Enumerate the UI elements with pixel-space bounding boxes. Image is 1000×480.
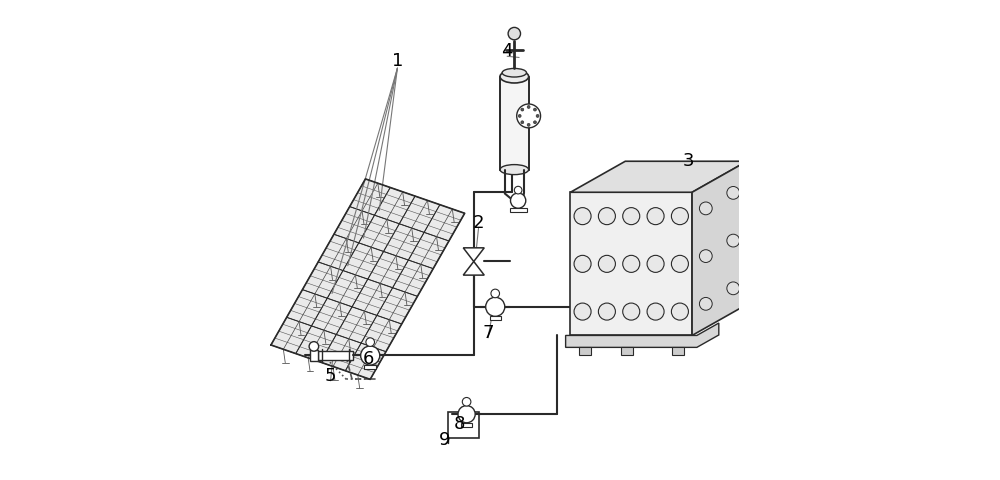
Circle shape (574, 208, 591, 225)
Circle shape (521, 121, 524, 124)
Circle shape (598, 208, 615, 225)
Circle shape (462, 397, 471, 406)
Polygon shape (345, 343, 386, 379)
Bar (490, 316, 501, 320)
Text: 3: 3 (683, 152, 694, 170)
Polygon shape (352, 279, 393, 315)
Polygon shape (343, 243, 384, 279)
Circle shape (598, 255, 615, 272)
Circle shape (534, 108, 536, 111)
Bar (364, 365, 376, 369)
Text: 7: 7 (482, 324, 494, 342)
Circle shape (699, 298, 712, 310)
Circle shape (574, 255, 591, 272)
Circle shape (518, 115, 521, 117)
Polygon shape (296, 326, 336, 362)
Bar (510, 208, 527, 212)
Circle shape (727, 234, 740, 247)
Circle shape (623, 303, 640, 320)
Polygon shape (384, 224, 424, 260)
Circle shape (536, 115, 539, 117)
Circle shape (647, 255, 664, 272)
Bar (318, 351, 353, 360)
Polygon shape (570, 192, 692, 336)
Bar (579, 348, 591, 355)
Text: 4: 4 (501, 43, 513, 60)
Text: 5: 5 (325, 367, 336, 385)
Polygon shape (334, 206, 374, 243)
Polygon shape (463, 248, 484, 262)
Polygon shape (393, 260, 433, 296)
Bar (310, 350, 318, 361)
Polygon shape (321, 335, 361, 371)
Circle shape (598, 303, 615, 320)
Circle shape (491, 289, 500, 298)
Polygon shape (311, 298, 352, 335)
Circle shape (727, 187, 740, 199)
Text: 1: 1 (392, 52, 403, 70)
Ellipse shape (500, 70, 529, 83)
Polygon shape (399, 196, 440, 232)
Polygon shape (361, 315, 402, 352)
Text: 2: 2 (473, 214, 484, 232)
Circle shape (534, 121, 536, 124)
Circle shape (574, 303, 591, 320)
Polygon shape (359, 215, 399, 252)
Circle shape (514, 186, 522, 194)
Bar (461, 423, 472, 427)
Bar (448, 412, 479, 438)
Circle shape (671, 208, 688, 225)
Circle shape (623, 208, 640, 225)
Polygon shape (271, 317, 311, 354)
Circle shape (527, 123, 530, 126)
Circle shape (699, 202, 712, 215)
Bar (500, 76, 529, 169)
Bar (621, 348, 633, 355)
Polygon shape (424, 204, 465, 241)
Text: 6: 6 (363, 350, 374, 368)
Polygon shape (377, 288, 417, 324)
Circle shape (623, 255, 640, 272)
Circle shape (486, 297, 505, 316)
Bar (672, 348, 684, 355)
Polygon shape (692, 161, 747, 336)
Circle shape (647, 303, 664, 320)
Text: 8: 8 (454, 415, 465, 433)
Circle shape (521, 108, 524, 111)
Circle shape (510, 193, 526, 208)
Circle shape (727, 282, 740, 295)
Polygon shape (350, 179, 390, 215)
Ellipse shape (502, 69, 526, 77)
Circle shape (508, 27, 521, 40)
Circle shape (671, 255, 688, 272)
Circle shape (309, 342, 319, 351)
Circle shape (361, 346, 380, 365)
Circle shape (527, 106, 530, 108)
Polygon shape (336, 307, 377, 343)
Polygon shape (287, 289, 327, 326)
Circle shape (517, 104, 541, 128)
Circle shape (458, 406, 475, 423)
Polygon shape (566, 323, 719, 348)
Circle shape (699, 250, 712, 263)
Polygon shape (318, 234, 359, 271)
Ellipse shape (500, 165, 529, 175)
Polygon shape (327, 271, 368, 307)
Circle shape (647, 208, 664, 225)
Polygon shape (463, 262, 484, 275)
Circle shape (671, 303, 688, 320)
Polygon shape (408, 232, 449, 269)
Circle shape (366, 338, 374, 347)
Text: 9: 9 (439, 432, 451, 449)
Polygon shape (570, 161, 747, 192)
Polygon shape (374, 188, 415, 224)
Polygon shape (368, 252, 408, 288)
Polygon shape (302, 262, 343, 298)
